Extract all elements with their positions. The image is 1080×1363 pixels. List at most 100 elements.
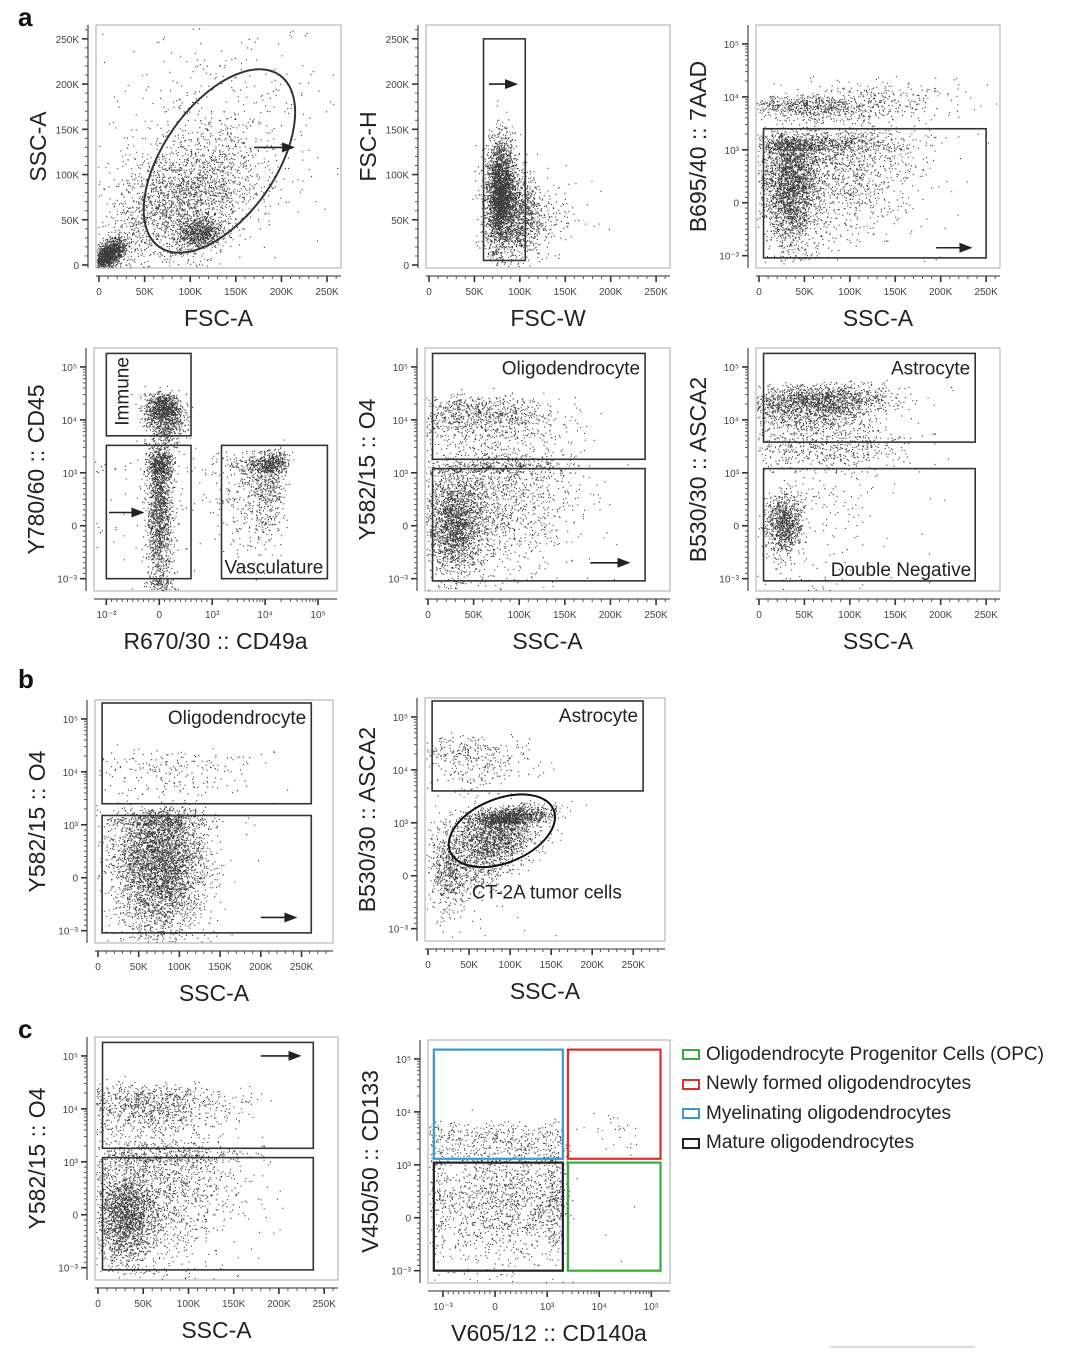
gate-rect-1[interactable]	[101, 814, 313, 934]
x-tick-label: 250K	[312, 1299, 336, 1310]
y-tick-label: 10⁻³	[58, 1264, 78, 1275]
x-tick-label: 0	[492, 1302, 498, 1313]
plot-b2-asca2: Astrocyte CT-2A tumor cells 0 50K 100K 150K 20…	[354, 690, 675, 1021]
event-dots	[429, 1109, 637, 1283]
event-points	[757, 379, 954, 591]
scatter-plot-svg: 0 50K 100K 150K 200K 250K 10⁻³ 0 10³ 10⁴ 10⁵ SSC-A Y…	[24, 1036, 339, 1343]
gate-rect-2[interactable]	[220, 444, 329, 580]
gate-label: Oligodendrocyte	[168, 708, 306, 729]
plot-frame	[425, 24, 671, 269]
y-tick-label: 0	[733, 199, 739, 210]
x-tick-label: 200K	[270, 287, 294, 298]
y-tick-label: 10⁻³	[391, 1267, 411, 1278]
x-tick-label: 150K	[553, 610, 577, 621]
plot-frame	[94, 1036, 339, 1281]
x-tick-label: 250K	[290, 962, 314, 973]
y-tick-label: 10⁻³	[388, 925, 408, 936]
y-tick-label: 200K	[56, 80, 80, 91]
panel-label-a: a	[18, 2, 33, 32]
x-tick-label: 250K	[644, 610, 668, 621]
x-axis-label: FSC-W	[510, 305, 586, 331]
gate-label: Astrocyte	[891, 358, 970, 379]
legend-item-opc: Oligodendrocyte Progenitor Cells (OPC)	[682, 1040, 1044, 1070]
x-tick-label: 150K	[208, 962, 232, 973]
plot-a5-o4: Oligodendrocyte 0 50K 100K 150K 200K 250K 10⁻³ 0…	[354, 340, 680, 671]
gate-rect-3[interactable]	[566, 1161, 662, 1272]
y-tick-label: 10⁵	[393, 713, 408, 724]
y-tick-label: 100K	[56, 171, 80, 182]
gate-rect-0[interactable]	[101, 702, 313, 805]
legend-swatch-blue	[682, 1108, 700, 1120]
y-axis-label: V450/50 :: CD133	[357, 1070, 383, 1253]
y-tick-label: 0	[73, 261, 79, 272]
gate-rect-0[interactable]	[101, 1041, 315, 1150]
scroll-shadow	[830, 1346, 975, 1349]
x-tick-label: 0	[425, 610, 431, 621]
y-tick-label: 0	[405, 1214, 411, 1225]
y-axis-label: Y582/15 :: O4	[354, 398, 380, 540]
x-tick-label: 0	[756, 610, 762, 621]
gate-ellipse-1[interactable]	[438, 780, 566, 881]
event-dots	[97, 28, 339, 268]
x-tick-label: 50K	[134, 1299, 152, 1310]
gate-rect-0[interactable]	[762, 127, 987, 259]
gate-rect-0[interactable]	[482, 38, 527, 262]
gate-rect-1[interactable]	[101, 1156, 315, 1271]
x-tick-label: 100K	[179, 287, 203, 298]
event-points	[472, 100, 610, 268]
y-tick-label: 10³	[63, 469, 78, 480]
scatter-plot-svg: Oligodendrocyte 0 50K 100K 150K 200K 250K 10⁻³ 0…	[354, 347, 671, 654]
gate-label: Oligodendrocyte	[502, 358, 640, 379]
x-tick-label: 50K	[136, 287, 154, 298]
gate-rect-0[interactable]	[105, 352, 192, 437]
gate-rect-1[interactable]	[762, 467, 976, 582]
plot-frame	[424, 347, 671, 592]
y-tick-label: 0	[71, 522, 77, 533]
arrow-right-icon	[590, 557, 631, 568]
y-tick-label: 50K	[391, 216, 409, 227]
x-axis-label: SSC-A	[843, 305, 914, 331]
gate-rect-1[interactable]	[431, 467, 646, 582]
y-tick-label: 10⁵	[396, 1055, 411, 1066]
y-tick-label: 10⁻³	[388, 575, 408, 586]
plot-a1-fsc-ssc: 0 50K 100K 150K 200K 250K 0 50K 100K 150K 200K 250K…	[25, 17, 351, 348]
gate-rect-1[interactable]	[566, 1048, 662, 1160]
y-tick-label: 10⁴	[393, 416, 408, 427]
y-tick-label: 0	[403, 261, 409, 272]
x-tick-label: 10⁻³	[433, 1302, 453, 1313]
gate-label: Vasculature	[224, 558, 323, 579]
legend-item-myelinating: Myelinating oligodendrocytes	[682, 1099, 1044, 1129]
x-tick-label: 50K	[460, 960, 478, 971]
x-tick-label: 10⁴	[257, 610, 272, 621]
plot-frame	[427, 1039, 671, 1284]
y-tick-label: 50K	[61, 216, 79, 227]
x-tick-label: 200K	[599, 287, 623, 298]
gate-rect-0[interactable]	[432, 1048, 564, 1160]
plot-frame	[424, 697, 666, 942]
arrow-right-icon	[936, 242, 973, 253]
y-tick-label: 10⁴	[724, 93, 739, 104]
x-tick-label: 250K	[622, 960, 646, 971]
x-tick-label: 150K	[539, 960, 563, 971]
plot-a6-asca2: Astrocyte Double Negative 0 50K 100K 150K 200K…	[685, 340, 1010, 671]
gate-rect-2[interactable]	[432, 1161, 564, 1272]
x-tick-label: 50K	[796, 610, 814, 621]
arrow-right-icon	[254, 142, 296, 153]
y-tick-label: 0	[72, 874, 78, 885]
y-tick-label: 10³	[394, 819, 409, 830]
gate-rect-0[interactable]	[431, 352, 646, 461]
gate-rect-0[interactable]	[762, 352, 976, 443]
panel-label-c: c	[18, 1014, 33, 1044]
x-tick-label: 200K	[929, 610, 953, 621]
gate-rect-1[interactable]	[105, 444, 192, 580]
scatter-plot-svg: 0 50K 100K 150K 200K 250K 0 50K 100K 150K 200K 250K…	[355, 24, 671, 331]
event-dots	[757, 76, 998, 265]
gate-rect-0[interactable]	[431, 700, 644, 792]
gate-ellipse-0[interactable]	[113, 43, 325, 279]
y-axis-label: Y780/60 :: CD45	[23, 384, 49, 554]
plot-a3-7aad: 0 50K 100K 150K 200K 250K 10⁻³ 0 10³ 10⁴ 10⁵ SSC-A B…	[685, 17, 1010, 348]
x-tick-label: 150K	[884, 610, 908, 621]
y-tick-label: 10³	[394, 469, 409, 480]
y-tick-label: 10⁻³	[719, 252, 739, 263]
scatter-plot-svg: Astrocyte CT-2A tumor cells 0 50K 100K 150K 20…	[354, 697, 666, 1004]
